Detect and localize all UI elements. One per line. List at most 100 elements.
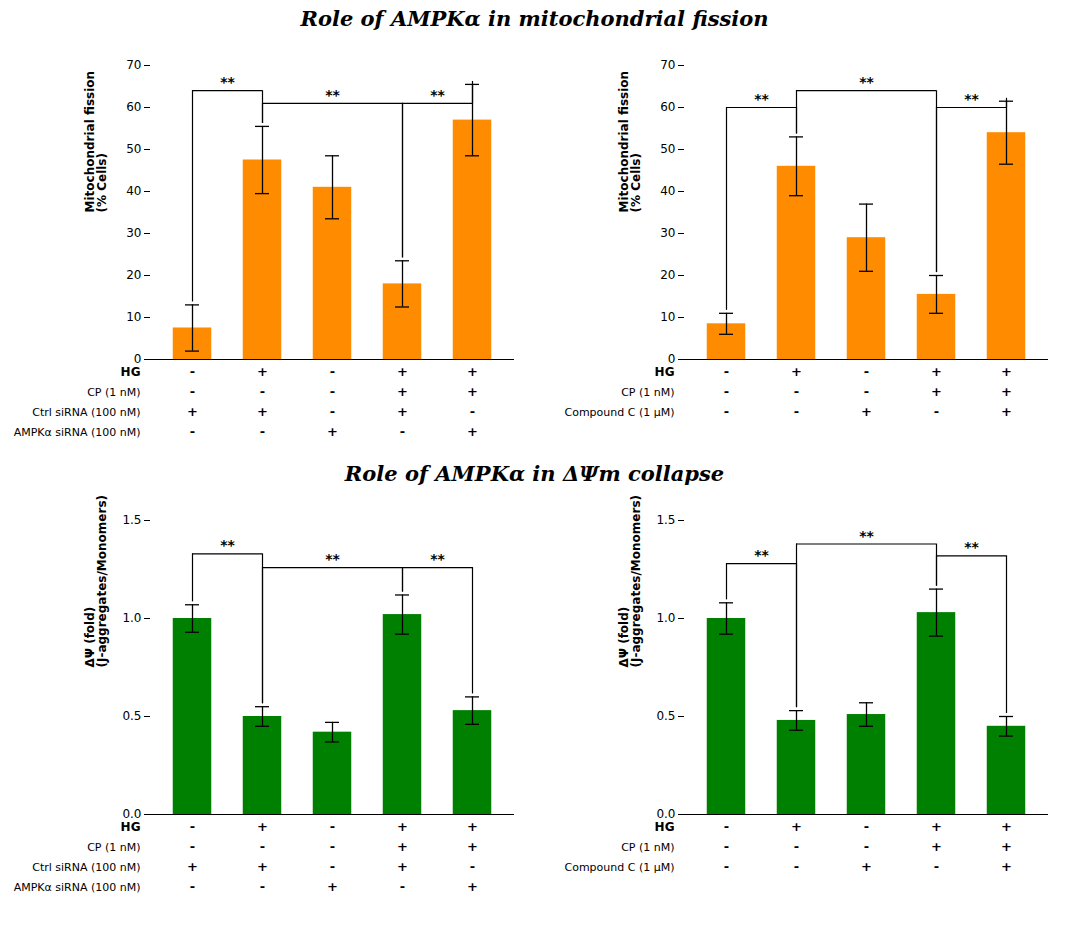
svg-text:50: 50 — [660, 142, 675, 156]
svg-text:-: - — [934, 404, 939, 419]
svg-text:+: + — [257, 404, 268, 419]
svg-text:+: + — [257, 819, 268, 834]
svg-text:-: - — [794, 384, 799, 399]
svg-text:AMPKα siRNA (100 nM): AMPKα siRNA (100 nM) — [14, 881, 141, 894]
svg-text:-: - — [934, 859, 939, 874]
svg-text:20: 20 — [660, 268, 675, 282]
svg-text:30: 30 — [660, 226, 675, 240]
svg-text:1.0: 1.0 — [656, 611, 675, 625]
svg-text:-: - — [400, 879, 405, 894]
svg-text:+: + — [467, 384, 478, 399]
svg-text:Ctrl siRNA (100 nM): Ctrl siRNA (100 nM) — [32, 406, 140, 419]
svg-text:CP (1 nM): CP (1 nM) — [621, 841, 674, 854]
svg-text:40: 40 — [660, 184, 675, 198]
svg-text:+: + — [931, 839, 942, 854]
svg-text:+: + — [931, 819, 942, 834]
svg-text:+: + — [1001, 364, 1012, 379]
svg-text:**: ** — [325, 551, 340, 567]
svg-text:**: ** — [859, 528, 874, 544]
svg-text:Compound C (1 μM): Compound C (1 μM) — [564, 406, 674, 419]
svg-text:+: + — [467, 424, 478, 439]
svg-text:+: + — [1001, 384, 1012, 399]
svg-text:+: + — [1001, 839, 1012, 854]
svg-text:**: ** — [859, 74, 874, 90]
svg-text:-: - — [190, 364, 195, 379]
svg-text:-: - — [724, 859, 729, 874]
svg-text:-: - — [190, 819, 195, 834]
svg-text:HG: HG — [121, 820, 141, 834]
svg-text:CP (1 nM): CP (1 nM) — [87, 841, 140, 854]
svg-text:-: - — [190, 424, 195, 439]
svg-text:-: - — [864, 384, 869, 399]
svg-text:1.0: 1.0 — [122, 611, 141, 625]
svg-text:-: - — [330, 839, 335, 854]
svg-text:**: ** — [430, 551, 445, 567]
svg-text:-: - — [724, 404, 729, 419]
svg-text:+: + — [791, 819, 802, 834]
svg-text:-: - — [794, 839, 799, 854]
svg-text:**: ** — [754, 547, 769, 563]
svg-text:-: - — [470, 404, 475, 419]
svg-text:60: 60 — [126, 100, 141, 114]
svg-text:+: + — [397, 404, 408, 419]
svg-text:70: 70 — [660, 58, 675, 72]
svg-text:+: + — [257, 364, 268, 379]
svg-text:**: ** — [325, 87, 340, 103]
svg-text:-: - — [794, 404, 799, 419]
svg-text:Compound C (1 μM): Compound C (1 μM) — [564, 861, 674, 874]
svg-text:Ctrl siRNA (100 nM): Ctrl siRNA (100 nM) — [32, 861, 140, 874]
svg-text:30: 30 — [126, 226, 141, 240]
svg-text:-: - — [260, 879, 265, 894]
svg-text:+: + — [327, 424, 338, 439]
svg-text:10: 10 — [660, 310, 675, 324]
svg-text:HG: HG — [655, 365, 675, 379]
svg-text:Mitochondrial fission(% Cells): Mitochondrial fission(% Cells) — [617, 71, 643, 213]
svg-text:+: + — [791, 364, 802, 379]
svg-text:-: - — [190, 384, 195, 399]
svg-text:+: + — [1001, 859, 1012, 874]
svg-text:-: - — [470, 859, 475, 874]
svg-text:70: 70 — [126, 58, 141, 72]
svg-text:0.5: 0.5 — [656, 709, 675, 723]
svg-text:ΔΨ (fold)(J-aggregates/Monomer: ΔΨ (fold)(J-aggregates/Monomers) — [617, 495, 643, 668]
svg-text:**: ** — [964, 539, 979, 555]
svg-text:-: - — [864, 364, 869, 379]
svg-text:-: - — [260, 384, 265, 399]
svg-text:+: + — [861, 859, 872, 874]
svg-text:40: 40 — [126, 184, 141, 198]
svg-text:-: - — [400, 424, 405, 439]
svg-text:+: + — [397, 859, 408, 874]
svg-text:1.5: 1.5 — [122, 513, 141, 527]
svg-text:+: + — [931, 364, 942, 379]
svg-text:CP (1 nM): CP (1 nM) — [621, 386, 674, 399]
svg-text:-: - — [724, 384, 729, 399]
svg-text:-: - — [864, 819, 869, 834]
svg-text:+: + — [397, 364, 408, 379]
svg-text:0.5: 0.5 — [122, 709, 141, 723]
svg-text:HG: HG — [121, 365, 141, 379]
svg-text:AMPKα siRNA (100 nM): AMPKα siRNA (100 nM) — [14, 426, 141, 439]
svg-text:+: + — [397, 819, 408, 834]
svg-text:60: 60 — [660, 100, 675, 114]
svg-text:+: + — [327, 879, 338, 894]
svg-text:CP (1 nM): CP (1 nM) — [87, 386, 140, 399]
svg-text:-: - — [330, 384, 335, 399]
svg-text:+: + — [467, 819, 478, 834]
svg-text:+: + — [257, 859, 268, 874]
svg-text:-: - — [724, 819, 729, 834]
svg-text:+: + — [397, 839, 408, 854]
svg-text:20: 20 — [126, 268, 141, 282]
svg-text:+: + — [467, 839, 478, 854]
svg-text:+: + — [861, 404, 872, 419]
svg-text:+: + — [1001, 404, 1012, 419]
svg-text:+: + — [397, 384, 408, 399]
svg-text:-: - — [260, 424, 265, 439]
svg-text:**: ** — [754, 91, 769, 107]
svg-text:HG: HG — [655, 820, 675, 834]
svg-text:ΔΨ (fold)(J-aggregates/Monomer: ΔΨ (fold)(J-aggregates/Monomers) — [83, 495, 109, 668]
svg-text:+: + — [187, 404, 198, 419]
svg-text:-: - — [330, 404, 335, 419]
svg-text:**: ** — [964, 91, 979, 107]
svg-text:-: - — [330, 819, 335, 834]
svg-text:-: - — [190, 879, 195, 894]
